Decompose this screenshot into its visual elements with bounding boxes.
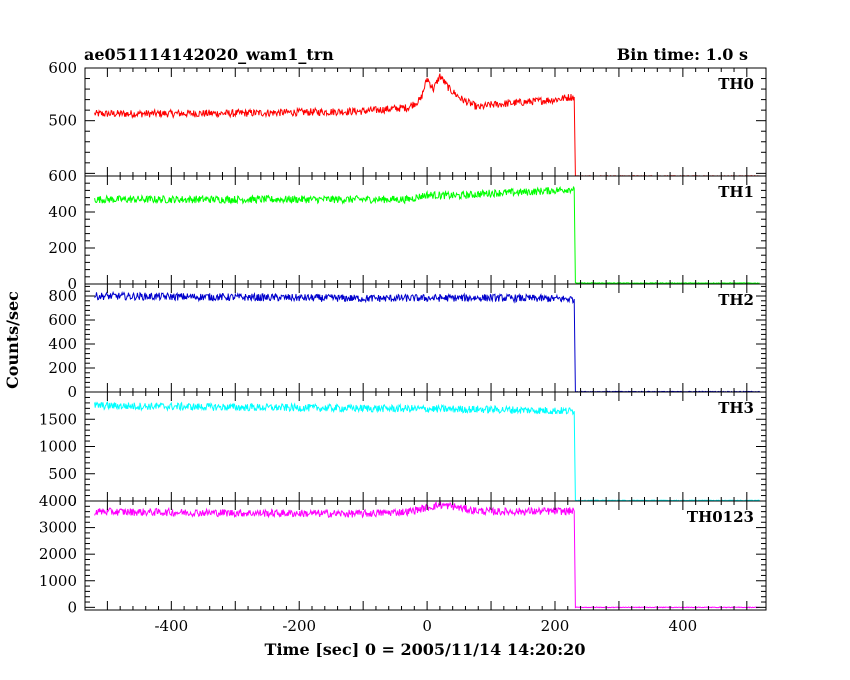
panel-th2: TH2 0 200 400 600 800 [48, 283, 767, 401]
y-tick-label: 1000 [39, 438, 77, 456]
y-tick-label: 200 [48, 239, 77, 257]
x-tick-label: -200 [282, 617, 316, 635]
x-tick-label: 200 [541, 617, 570, 635]
y-tick-label: 600 [48, 59, 77, 77]
y-tick-label: 0 [67, 598, 77, 616]
y-tick-label: 600 [48, 167, 77, 185]
panel-frame [84, 500, 767, 611]
y-axis-label: Counts/sec [3, 291, 22, 389]
y-tick-label: 600 [48, 311, 77, 329]
series-label-th1: TH1 [718, 183, 754, 201]
y-tick-label: 1500 [39, 410, 77, 428]
series-th1 [94, 185, 760, 285]
series-th0 [94, 73, 760, 177]
series-th3 [94, 401, 760, 502]
series-th2 [94, 290, 760, 393]
chart-subtitle: Bin time: 1.0 s [617, 45, 748, 64]
series-th0123 [94, 501, 760, 609]
panel-th0: TH0 500 600 [48, 59, 767, 177]
y-tick-label: 2000 [39, 545, 77, 563]
chart-title: ae051114142020_wam1_trn [84, 45, 334, 64]
series-label-th0123: TH0123 [687, 508, 754, 526]
y-tick-label: 0 [67, 275, 77, 293]
panels: TH0500600TH10200400600TH20200400600800TH… [39, 59, 767, 635]
x-tick-label: -400 [154, 617, 188, 635]
series-label-th2: TH2 [718, 291, 754, 309]
y-tick-label: 0 [67, 492, 77, 510]
panel-th0123: TH0123 0 1000 2000 3000 4000 [39, 492, 767, 616]
x-tick-label: 0 [422, 617, 432, 635]
series-label-th3: TH3 [718, 399, 754, 417]
y-tick-label: 500 [48, 112, 77, 130]
panel-th1: TH1 0 200 400 600 [48, 167, 767, 293]
y-tick-label: 1000 [39, 572, 77, 590]
y-tick-label: 200 [48, 359, 77, 377]
y-tick-label: 800 [48, 287, 77, 305]
series-label-th0: TH0 [718, 75, 754, 93]
y-tick-label: 3000 [39, 519, 77, 537]
panel-th3: TH3 0 500 1000 1500 [39, 391, 767, 510]
y-tick-label: 0 [67, 383, 77, 401]
x-axis-label: Time [sec] 0 = 2005/11/14 14:20:20 [265, 640, 586, 659]
y-tick-label: 400 [48, 335, 77, 353]
y-tick-label: 4000 [39, 492, 77, 510]
y-tick-label: 500 [48, 465, 77, 483]
x-tick-label: 400 [669, 617, 698, 635]
y-tick-label: 400 [48, 203, 77, 221]
panel-frame [84, 175, 767, 285]
